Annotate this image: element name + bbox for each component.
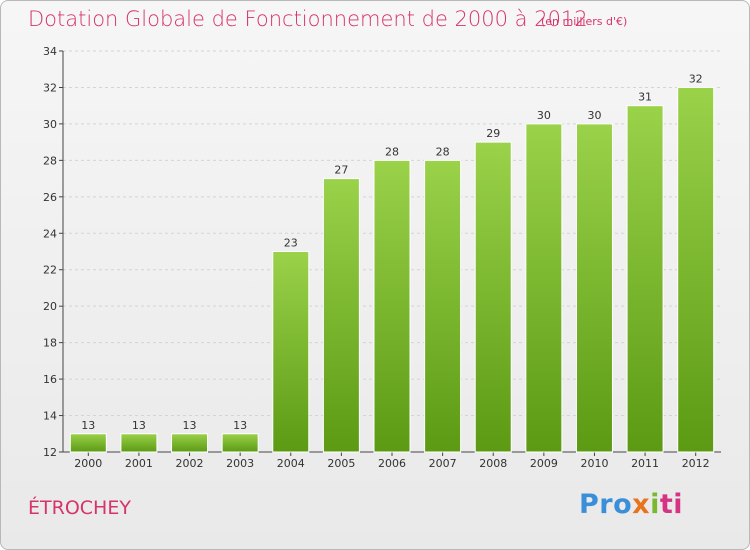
y-tick-label: 12 [43, 446, 57, 459]
x-tick-label: 2010 [580, 457, 608, 470]
bar [424, 159, 462, 453]
y-tick-label: 18 [43, 337, 57, 350]
x-tick-label: 2008 [479, 457, 507, 470]
data-label: 30 [587, 109, 601, 122]
x-tick-label: 2009 [530, 457, 558, 470]
bar [120, 433, 158, 453]
y-tick-label: 26 [43, 191, 57, 204]
x-tick-label: 2011 [631, 457, 659, 470]
data-label: 13 [183, 419, 197, 432]
data-label: 28 [436, 145, 450, 158]
data-label: 27 [334, 164, 348, 177]
bar [474, 141, 512, 453]
bar [322, 178, 360, 453]
data-label: 13 [233, 419, 247, 432]
labels: 12 14 16 18 20 22 24 26 28 30 32 34 13 2000 13 2001 13 20… [43, 45, 710, 470]
y-tick-label: 34 [43, 45, 57, 58]
y-tick-label: 28 [43, 154, 57, 167]
x-tick-label: 2005 [327, 457, 355, 470]
y-tick-label: 30 [43, 118, 57, 131]
logo-part: i [650, 489, 660, 520]
chart-title: Dotation Globale de Fonctionnement de 20… [28, 7, 588, 31]
data-label: 28 [385, 145, 399, 158]
data-label: 29 [486, 127, 500, 140]
chart-unit: (en milliers d'€) [541, 15, 628, 28]
data-label: 32 [689, 72, 703, 85]
y-tick-label: 22 [43, 264, 57, 277]
data-label: 23 [284, 237, 298, 250]
proxiti-logo[interactable]: Proxiti [579, 489, 683, 520]
logo-part: Pro [579, 489, 633, 520]
y-tick-label: 14 [43, 410, 57, 423]
x-tick-label: 2006 [378, 457, 406, 470]
bar [575, 123, 613, 453]
bar [626, 105, 664, 453]
x-tick-label: 2000 [74, 457, 102, 470]
bar [69, 433, 107, 453]
x-tick-label: 2012 [682, 457, 710, 470]
data-label: 13 [81, 419, 95, 432]
y-tick-label: 16 [43, 373, 57, 386]
x-tick-label: 2004 [277, 457, 305, 470]
y-tick-label: 24 [43, 227, 57, 240]
logo-part: ti [659, 489, 684, 520]
data-label: 31 [638, 91, 652, 104]
y-tick-label: 32 [43, 81, 57, 94]
bars [69, 86, 715, 453]
bar [373, 159, 411, 453]
data-label: 30 [537, 109, 551, 122]
logo-part: x [632, 489, 651, 520]
x-tick-label: 2001 [125, 457, 153, 470]
bar [272, 251, 310, 453]
data-label: 13 [132, 419, 146, 432]
x-tick-label: 2007 [429, 457, 457, 470]
bar [525, 123, 563, 453]
bar [677, 86, 715, 453]
commune-name: ÉTROCHEY [28, 497, 131, 519]
bar [221, 433, 259, 453]
bar [171, 433, 209, 453]
x-tick-label: 2003 [226, 457, 254, 470]
y-tick-label: 20 [43, 300, 57, 313]
x-tick-label: 2002 [176, 457, 204, 470]
